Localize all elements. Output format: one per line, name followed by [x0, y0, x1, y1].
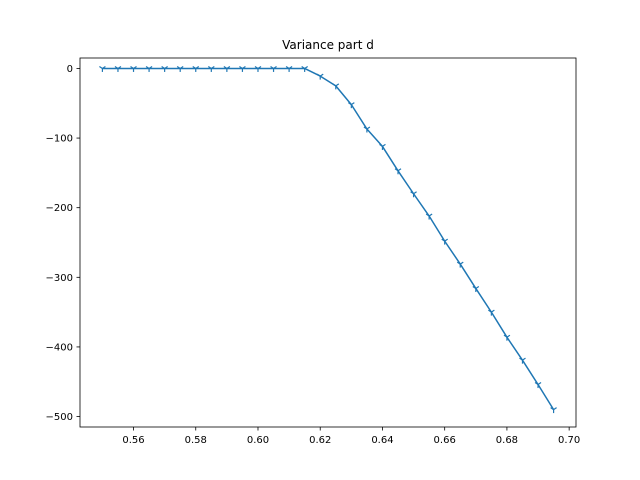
x-tick-label: 0.62: [309, 435, 331, 446]
data-point: [270, 65, 277, 72]
data-point: [394, 168, 402, 175]
y-axis-ticks: 0 −100 −200 −300 −400 −500: [46, 64, 80, 423]
x-tick-label: 0.56: [122, 435, 144, 446]
data-point: [503, 334, 511, 341]
data-point: [254, 65, 262, 72]
data-point: [410, 191, 417, 198]
data-point: [332, 83, 340, 90]
data-point: [550, 407, 557, 414]
data-point: [161, 65, 168, 72]
data-point: [130, 65, 137, 72]
data-point: [534, 382, 542, 389]
x-tick-label: 0.66: [434, 435, 456, 446]
plot-area: [80, 58, 576, 427]
data-point: [456, 261, 464, 268]
data-point: [301, 65, 308, 72]
data-point: [285, 65, 293, 72]
data-point: [239, 65, 246, 72]
y-tick-label: −300: [46, 273, 73, 284]
series-layer: [99, 65, 557, 414]
y-tick-label: −400: [46, 342, 73, 353]
data-point: [519, 357, 526, 364]
data-point: [425, 213, 433, 220]
data-point: [363, 126, 371, 133]
x-tick-label: 0.60: [247, 435, 269, 446]
plot-frame: [79, 57, 577, 428]
data-point: [348, 102, 355, 109]
x-tick-label: 0.70: [558, 435, 580, 446]
x-tick-label: 0.58: [185, 435, 207, 446]
y-tick-label: −500: [46, 412, 73, 423]
data-point: [223, 65, 231, 72]
data-point: [441, 238, 449, 245]
data-point: [316, 73, 324, 80]
y-tick-label: −200: [46, 203, 73, 214]
data-point: [145, 65, 153, 72]
data-point: [379, 143, 386, 150]
data-point: [192, 65, 200, 72]
data-point: [114, 65, 122, 72]
x-tick-label: 0.68: [496, 435, 518, 446]
y-tick-label: −100: [46, 134, 73, 145]
data-point: [99, 65, 106, 72]
data-point: [176, 65, 184, 72]
y-tick-label: 0: [67, 64, 73, 75]
x-axis-ticks: 0.56 0.58 0.60 0.62 0.64 0.66 0.68 0.70: [122, 427, 580, 446]
data-point: [207, 65, 215, 72]
series-line: [102, 67, 555, 410]
chart-title: Variance part d: [282, 38, 374, 52]
x-tick-label: 0.64: [371, 435, 393, 446]
data-point: [488, 309, 495, 316]
data-point: [472, 285, 480, 292]
